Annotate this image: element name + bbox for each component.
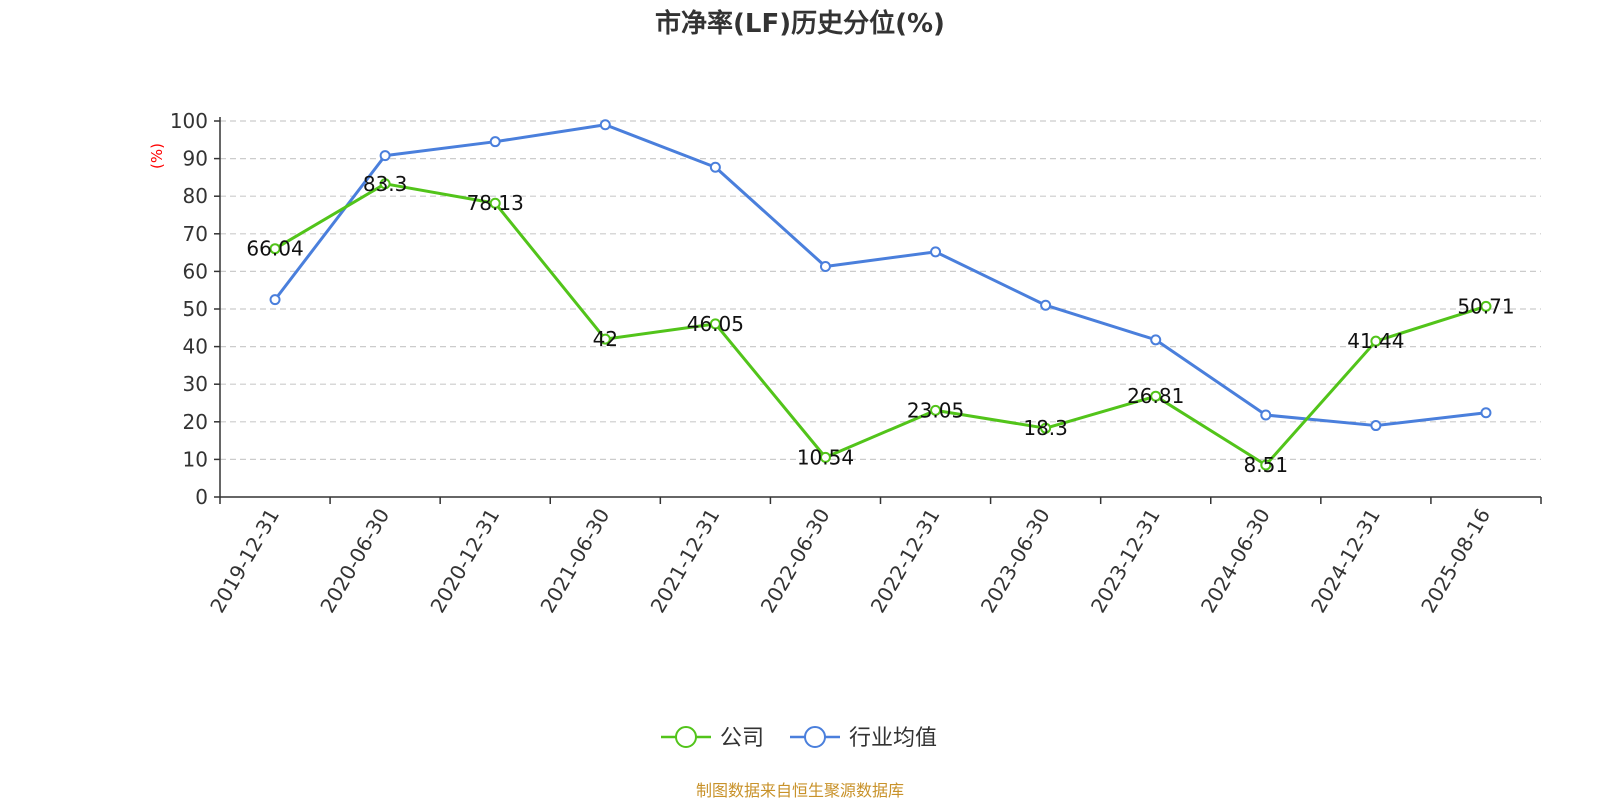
x-tick-label: 2022-12-31 <box>866 504 945 617</box>
data-point[interactable] <box>489 197 501 209</box>
data-point[interactable] <box>1480 407 1492 419</box>
y-axis-unit: (%) <box>148 143 166 169</box>
y-tick-label: 80 <box>183 184 208 208</box>
data-labels: 66.04 83.3 78.13 42 46.05 10.54 23.05 18.3 26.81… <box>246 172 1514 477</box>
source-note: 制图数据来自恒生聚源数据库 <box>696 781 904 800</box>
x-tick-label: 2020-12-31 <box>425 504 504 617</box>
series-line-0 <box>274 182 1487 467</box>
data-point[interactable] <box>709 161 721 173</box>
x-tick-label: 2020-06-30 <box>315 504 394 617</box>
data-point[interactable] <box>1260 409 1272 421</box>
data-point[interactable] <box>1260 459 1272 471</box>
data-point[interactable] <box>819 451 831 463</box>
series-line-1 <box>273 123 1487 428</box>
series <box>269 119 1492 471</box>
y-tick-label: 40 <box>183 335 208 359</box>
legend-label: 公司 <box>720 726 764 751</box>
data-label: 26.81 <box>1127 384 1184 408</box>
data-label: 50.71 <box>1457 294 1514 318</box>
data-point[interactable] <box>1040 422 1052 434</box>
legend-marker <box>804 726 826 748</box>
data-point[interactable] <box>269 294 281 306</box>
x-tick-label: 2021-12-31 <box>646 504 725 617</box>
legend-item-1[interactable]: 行业均值 <box>790 726 937 751</box>
x-tick-label: 2025-08-16 <box>1416 504 1495 617</box>
x-tick-label: 2024-12-31 <box>1306 504 1385 617</box>
x-tick-label: 2019-12-31 <box>205 504 284 617</box>
data-point[interactable] <box>599 119 611 131</box>
y-tick-label: 70 <box>183 222 208 246</box>
data-point[interactable] <box>1150 390 1162 402</box>
y-tick-label: 0 <box>195 485 208 509</box>
data-point[interactable] <box>930 404 942 416</box>
data-point[interactable] <box>379 150 391 162</box>
legend-label: 行业均值 <box>849 726 937 751</box>
y-tick-label: 100 <box>170 109 208 133</box>
y-tick-label: 90 <box>183 147 208 171</box>
y-tick-label: 60 <box>183 259 208 283</box>
legend-item-0[interactable]: 公司 <box>661 726 764 751</box>
data-point[interactable] <box>269 243 281 255</box>
data-label: 46.05 <box>687 312 744 336</box>
y-tick-label: 30 <box>183 372 208 396</box>
data-point[interactable] <box>1150 334 1162 346</box>
data-point[interactable] <box>489 136 501 148</box>
legend: 公司 行业均值 <box>661 726 937 751</box>
data-point[interactable] <box>379 178 391 190</box>
data-label: 18.3 <box>1023 416 1068 440</box>
data-label: 41.44 <box>1347 329 1404 353</box>
legend-marker <box>675 726 697 748</box>
grid <box>220 120 1541 460</box>
x-tick-label: 2023-12-31 <box>1086 504 1165 617</box>
data-label: 23.05 <box>907 398 964 422</box>
data-label: 78.13 <box>467 191 524 215</box>
x-tick-label: 2023-06-30 <box>976 504 1055 617</box>
data-point[interactable] <box>819 261 831 273</box>
data-point[interactable] <box>599 333 611 345</box>
data-label: 42 <box>593 327 618 351</box>
data-label: 66.04 <box>246 237 303 261</box>
data-point[interactable] <box>1370 335 1382 347</box>
x-tick-label: 2024-06-30 <box>1196 504 1275 617</box>
x-tick-label: 2022-06-30 <box>756 504 835 617</box>
data-point[interactable] <box>1480 300 1492 312</box>
chart-title: 市净率(LF)历史分位(%) <box>655 8 945 39</box>
data-label: 8.51 <box>1244 453 1289 477</box>
data-label: 10.54 <box>797 445 854 469</box>
x-tick-label: 2021-06-30 <box>535 504 614 617</box>
data-label: 83.3 <box>363 172 408 196</box>
data-point[interactable] <box>930 246 942 258</box>
data-point[interactable] <box>709 318 721 330</box>
data-point[interactable] <box>1040 299 1052 311</box>
data-point[interactable] <box>1370 420 1382 432</box>
y-tick-label: 50 <box>183 297 208 321</box>
y-tick-label: 10 <box>183 447 208 471</box>
y-tick-label: 20 <box>183 410 208 434</box>
